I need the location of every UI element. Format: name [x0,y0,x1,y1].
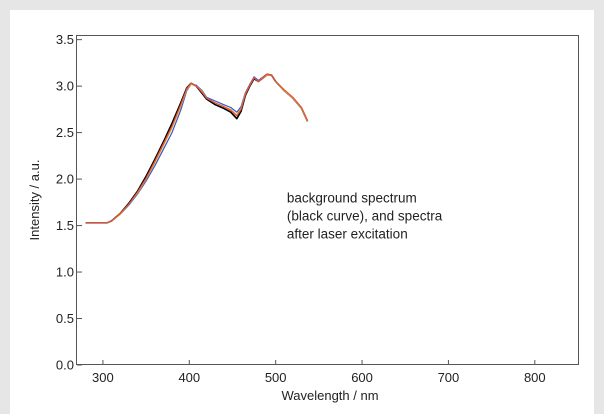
y-tick-label: 2.0 [56,172,74,187]
series-line-4 [85,73,309,224]
x-tick-label: 700 [438,370,460,385]
y-tick-label: 1.5 [56,218,74,233]
y-tick-label: 3.5 [56,32,74,47]
chart-frame: 300 400 500 600 700 800 0.0 0.5 1.0 1.5 2.0 2.5 3.0… [10,10,594,414]
series-line-3 [85,74,309,224]
x-axis-ticks: 300 400 500 600 700 800 [92,360,546,385]
series-line-2 [85,73,309,224]
series-group [85,73,309,224]
annotation-line-3: after laser excitation [287,226,408,241]
x-tick-label: 400 [178,370,200,385]
x-tick-label: 500 [265,370,287,385]
y-tick-label: 3.0 [56,79,74,94]
plot-area-border [76,35,579,365]
annotation-line-2: (black curve), and spectra [287,208,443,223]
x-tick-label: 600 [351,370,373,385]
y-tick-label: 2.5 [56,125,74,140]
annotation-line-1: background spectrum [287,190,417,205]
annotation: background spectrum (black curve), and s… [287,190,443,241]
y-tick-label: 0.0 [56,358,74,373]
y-tick-label: 1.0 [56,265,74,280]
spectrum-chart: 300 400 500 600 700 800 0.0 0.5 1.0 1.5 2.0 2.5 3.0… [27,32,579,403]
y-tick-label: 0.5 [56,311,74,326]
y-axis-title: Intensity / a.u. [27,160,42,241]
series-line-1 [85,74,309,224]
y-axis-ticks: 0.0 0.5 1.0 1.5 2.0 2.5 3.0 3.5 [56,32,82,373]
x-tick-label: 800 [524,370,546,385]
x-axis-title: Wavelength / nm [281,388,378,403]
x-tick-label: 300 [92,370,114,385]
